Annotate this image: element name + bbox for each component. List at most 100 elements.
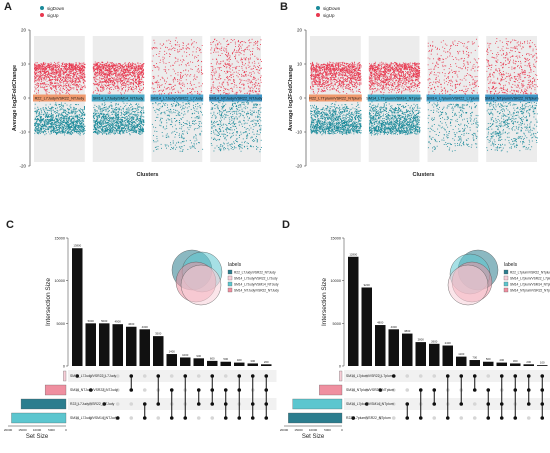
sigup-point: [106, 69, 108, 71]
sigdown-point: [198, 127, 200, 129]
sigdown-point: [106, 127, 108, 128]
sigup-point: [71, 64, 73, 66]
sigup-point: [121, 74, 123, 76]
sigdown-point: [163, 103, 165, 105]
sigup-point: [169, 56, 171, 58]
sigup-point: [127, 67, 129, 69]
sigup-point: [116, 66, 118, 68]
sigdown-point: [60, 108, 62, 110]
sigup-point: [52, 70, 54, 72]
sigup-point: [164, 50, 166, 52]
sigdown-point: [100, 120, 102, 122]
sigup-point: [180, 87, 182, 89]
sigdown-point: [181, 146, 183, 148]
sigdown-point: [48, 121, 50, 123]
sigdown-point: [102, 109, 104, 111]
sigdown-point: [196, 116, 198, 118]
sigup-point: [63, 72, 65, 74]
sigdown-point: [69, 127, 71, 129]
sigup-point: [45, 62, 47, 64]
sigup-point: [125, 85, 127, 87]
sigup-point: [79, 73, 81, 75]
sigdown-point: [59, 114, 61, 116]
sigup-point: [93, 84, 95, 86]
sigdown-point: [117, 120, 119, 122]
sigup-point: [142, 70, 144, 72]
sigup-point: [36, 71, 38, 73]
sigup-point: [34, 76, 35, 78]
sigdown-point: [98, 123, 100, 125]
sigup-point: [47, 71, 49, 73]
sigup-point: [108, 79, 110, 81]
sigup-point: [158, 69, 160, 71]
sigup-point: [48, 72, 50, 74]
sigup-point: [153, 87, 155, 89]
sigdown-point: [54, 110, 56, 112]
sigup-point: [108, 63, 110, 65]
sigdown-point: [131, 120, 133, 122]
sigup-point: [72, 68, 74, 70]
sigup-point: [50, 81, 51, 83]
sigup-point: [73, 88, 75, 90]
sigdown-point: [50, 116, 51, 118]
sigdown-point: [141, 132, 143, 134]
sigup-point: [121, 85, 123, 86]
sigdown-point: [100, 121, 102, 123]
sigup-point: [138, 64, 140, 66]
sigdown-point: [94, 131, 96, 132]
sigup-point: [151, 47, 153, 49]
sigdown-point: [120, 129, 122, 131]
sigdown-point: [37, 133, 39, 134]
sigdown-point: [37, 110, 39, 112]
sigup-point: [129, 74, 131, 76]
sigdown-point: [125, 125, 127, 127]
sigup-point: [62, 76, 64, 78]
sigdown-point: [61, 107, 63, 109]
sigup-point: [76, 67, 78, 69]
sigdown-point: [113, 132, 115, 134]
sigup-point: [67, 63, 69, 65]
sigdown-point: [72, 112, 73, 114]
sigup-point: [104, 81, 106, 83]
sigup-point: [154, 42, 156, 44]
sigup-point: [76, 79, 77, 81]
sigup-point: [59, 66, 61, 68]
sigdown-point: [60, 118, 62, 120]
sigdown-point: [111, 120, 113, 122]
sigdown-point: [47, 120, 49, 122]
sigdown-point: [133, 131, 134, 133]
sigdown-point: [132, 123, 134, 125]
sigup-point: [39, 65, 41, 67]
sigup-point: [67, 75, 68, 77]
sigdown-point: [42, 132, 44, 134]
sigdown-point: [41, 127, 42, 129]
sigup-point: [69, 89, 71, 91]
sigup-point: [120, 66, 122, 68]
sigup-point: [110, 67, 112, 69]
sigup-point: [136, 86, 137, 88]
sigdown-point: [51, 116, 53, 118]
sigdown-point: [41, 120, 43, 122]
sigdown-point: [117, 117, 119, 119]
sigdown-point: [121, 124, 123, 126]
sigup-point: [75, 69, 77, 71]
sigdown-point: [101, 118, 103, 120]
sigdown-point: [59, 106, 61, 108]
sigdown-point: [108, 106, 110, 108]
sigup-point: [61, 79, 63, 80]
sigup-point: [111, 64, 113, 66]
sigup-point: [80, 88, 82, 90]
sigdown-point: [120, 124, 122, 126]
sigup-point: [46, 71, 48, 72]
sigup-point: [126, 79, 128, 81]
sigup-point: [118, 68, 120, 70]
sigdown-point: [37, 123, 39, 125]
sigdown-point: [115, 115, 117, 117]
sigdown-point: [119, 133, 121, 135]
sigup-point: [49, 65, 51, 67]
sigup-point: [181, 90, 183, 92]
sigup-point: [97, 71, 99, 73]
sigup-point: [96, 87, 98, 89]
sigup-point: [71, 78, 73, 80]
sigup-point: [81, 77, 83, 79]
